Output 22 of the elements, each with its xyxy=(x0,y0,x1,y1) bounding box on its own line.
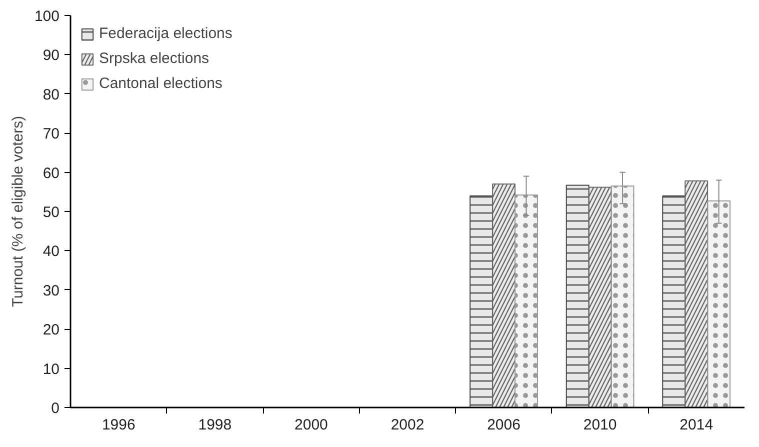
y-tick-label: 80 xyxy=(42,86,60,104)
x-tick-label: 2010 xyxy=(583,416,617,434)
y-tick-label: 70 xyxy=(42,126,60,143)
y-tick-label: 90 xyxy=(42,47,60,64)
y-axis-title: Turnout (% of eligible voters) xyxy=(9,116,26,308)
y-tick-label: 40 xyxy=(42,243,60,260)
y-tick-label: 30 xyxy=(42,282,60,300)
x-tick-label: 2000 xyxy=(294,416,328,434)
x-tick-label: 1996 xyxy=(102,416,136,434)
legend-label: Srpska elections xyxy=(99,50,210,67)
x-tick-label: 2006 xyxy=(487,416,520,434)
x-tick-label: 2014 xyxy=(680,416,714,434)
y-tick-label: 20 xyxy=(42,322,60,339)
x-tick-label: 1998 xyxy=(198,416,232,434)
x-tick-label: 2002 xyxy=(390,416,424,434)
y-tick-label: 50 xyxy=(42,204,60,221)
y-tick-label: 60 xyxy=(42,164,60,182)
y-tick-label: 100 xyxy=(34,8,60,25)
y-tick-label: 10 xyxy=(42,360,60,378)
legend-label: Federacija elections xyxy=(99,25,232,42)
legend-label: Cantonal elections xyxy=(99,75,222,92)
y-tick-label: 0 xyxy=(51,400,60,417)
